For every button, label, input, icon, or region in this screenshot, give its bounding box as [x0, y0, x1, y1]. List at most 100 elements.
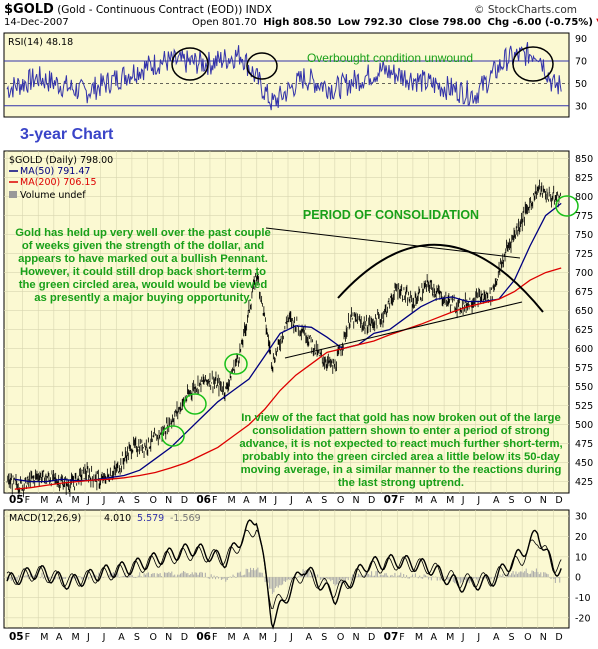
signal-line: [6, 529, 562, 610]
price-tick-label: 700: [575, 268, 593, 279]
green-circle-4: [555, 195, 579, 217]
x-tick-label-bottom: A: [306, 632, 313, 643]
x-tick-label-bottom: J: [273, 632, 277, 643]
x-tick-label: J: [86, 495, 90, 506]
x-tick-label-bottom: M: [228, 632, 236, 643]
x-tick-label: J: [273, 495, 277, 506]
macd-legend-signal: 5.579: [137, 513, 164, 524]
price-tick-label: 750: [575, 230, 593, 241]
price-tick-label: 800: [575, 192, 593, 203]
chart-title-line: $GOLD (Gold - Continuous Contract (EOD))…: [4, 2, 272, 17]
x-tick-label-bottom: O: [150, 632, 157, 643]
macd-legend-macd: 4.010: [104, 513, 131, 524]
macd-tick-label: -20: [575, 613, 591, 624]
x-tick-label: F: [25, 495, 30, 506]
x-tick-label: O: [150, 495, 157, 506]
price-tick-label: 650: [575, 306, 593, 317]
x-tick-label: D: [368, 495, 375, 506]
close-value: Close 798.00: [408, 17, 482, 28]
change-value: Chg -6.00 (-0.75%): [487, 17, 593, 28]
x-tick-label: J: [102, 495, 106, 506]
macd-legend-name: MACD(12,26,9): [9, 513, 81, 524]
x-tick-label-bottom: J: [289, 632, 293, 643]
x-tick-label: 06: [196, 494, 211, 506]
price-tick-label: 500: [575, 420, 593, 431]
price-tick-label: 450: [575, 458, 593, 469]
ma200-line: [14, 267, 562, 490]
x-tick-label-bottom: N: [165, 632, 172, 643]
x-tick-label-bottom: D: [181, 632, 188, 643]
macd-tick-label: 30: [575, 512, 587, 523]
x-tick-label: A: [118, 495, 125, 506]
macd-tick-label: 10: [575, 552, 587, 563]
price-tick-label: 575: [575, 363, 593, 374]
x-tick-label: N: [165, 495, 172, 506]
rsi-tick-label: 30: [575, 101, 587, 112]
x-tick-label: S: [134, 495, 140, 506]
rsi-tick-label: 70: [575, 57, 587, 68]
x-tick-label: S: [321, 495, 327, 506]
volume-legend: Volume undef: [20, 190, 86, 201]
annotation-consolidation: PERIOD OF CONSOLIDATION: [302, 208, 480, 222]
green-circle-2: [183, 393, 207, 415]
x-tick-label: 07: [384, 494, 399, 506]
open-value: Open 801.70: [192, 17, 257, 28]
x-tick-label-bottom: S: [134, 632, 140, 643]
x-tick-label: A: [493, 495, 500, 506]
x-tick-label-bottom: F: [399, 632, 404, 643]
triangle-upper-line: [265, 227, 521, 259]
ma200-legend: MA(200) 706.15: [20, 177, 97, 188]
x-tick-label-bottom: D: [555, 632, 562, 643]
rsi-circle-3: [512, 46, 554, 82]
x-tick-label: M: [40, 495, 48, 506]
rsi-circle-1: [171, 47, 209, 81]
price-tick-label: 725: [575, 249, 593, 260]
rsi-tick-label: 50: [575, 79, 587, 90]
x-tick-label: F: [399, 495, 404, 506]
x-tick-label-bottom: F: [212, 632, 217, 643]
rsi-circle-2: [246, 52, 278, 80]
macd-tick-label: 20: [575, 532, 587, 543]
ohlc-bar: Open 801.70 High 808.50 Low 792.30 Close…: [192, 17, 598, 28]
x-tick-label: M: [415, 495, 423, 506]
x-tick-label: J: [476, 495, 480, 506]
x-tick-label: N: [540, 495, 547, 506]
x-tick-label-bottom: M: [71, 632, 79, 643]
price-tick-label: 525: [575, 401, 593, 412]
x-tick-label-bottom: M: [415, 632, 423, 643]
x-tick-label-bottom: 05: [9, 631, 24, 643]
x-tick-label: N: [352, 495, 359, 506]
price-tick-label: 825: [575, 173, 593, 184]
volume-legend-swatch: [9, 191, 17, 198]
high-value: High 808.50: [263, 17, 332, 28]
x-tick-label-bottom: A: [56, 632, 63, 643]
x-tick-label-bottom: J: [476, 632, 480, 643]
x-tick-label-bottom: N: [352, 632, 359, 643]
rsi-legend: RSI(14) 48.18: [8, 37, 73, 48]
exchange: INDX: [245, 4, 272, 16]
rsi-tick-label: 90: [575, 34, 587, 45]
x-tick-label: A: [243, 495, 250, 506]
x-tick-label-bottom: A: [243, 632, 250, 643]
x-tick-label: D: [555, 495, 562, 506]
low-value: Low 792.30: [337, 17, 403, 28]
x-tick-label-bottom: S: [509, 632, 515, 643]
x-tick-label: A: [56, 495, 63, 506]
x-tick-label-bottom: A: [493, 632, 500, 643]
x-tick-label: F: [212, 495, 217, 506]
price-legend: $GOLD (Daily) 798.00: [9, 155, 113, 166]
price-tick-label: 675: [575, 287, 593, 298]
macd-tick-label: 0: [575, 573, 581, 584]
x-tick-label: A: [431, 495, 438, 506]
annotation-breakout: In view of the fact that gold has now br…: [239, 412, 563, 489]
x-tick-label: M: [446, 495, 454, 506]
x-tick-label-bottom: 07: [384, 631, 399, 643]
x-tick-label-bottom: S: [321, 632, 327, 643]
x-tick-label: M: [259, 495, 267, 506]
ma50-legend: MA(50) 791.47: [20, 166, 90, 177]
chart-heading: 3-year Chart: [20, 126, 114, 143]
green-circle-1: [161, 425, 185, 447]
x-tick-label-bottom: N: [540, 632, 547, 643]
price-tick-label: 425: [575, 477, 593, 488]
